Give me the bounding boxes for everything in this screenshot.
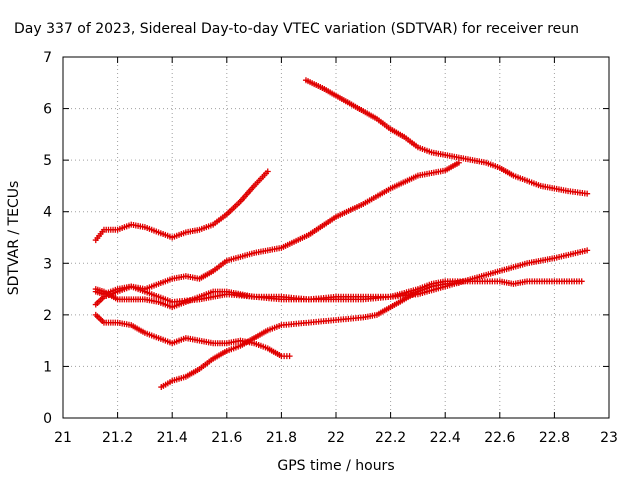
x-tick-label: 22 xyxy=(327,430,345,446)
x-tick-label: 22.6 xyxy=(484,430,515,446)
x-tick-label: 21.4 xyxy=(157,430,188,446)
series-track-f xyxy=(158,279,462,391)
series-track-g xyxy=(302,77,591,197)
x-tick-label: 22.4 xyxy=(430,430,461,446)
y-axis-label: SDTVAR / TECUs xyxy=(6,181,22,296)
y-tick-label: 5 xyxy=(43,153,52,169)
y-tick-label: 0 xyxy=(43,411,52,427)
x-tick-label: 23 xyxy=(600,430,618,446)
series-layer xyxy=(92,77,591,391)
y-tick-labels: 0 1 2 3 4 5 6 7 xyxy=(43,50,52,427)
y-tick-label: 6 xyxy=(43,102,52,118)
chart-title: Day 337 of 2023, Sidereal Day-to-day VTE… xyxy=(14,21,579,37)
data-point xyxy=(286,353,293,360)
x-tick-label: 22.8 xyxy=(539,430,570,446)
data-point xyxy=(264,168,271,175)
y-tick-label: 2 xyxy=(43,308,52,324)
y-tick-label: 3 xyxy=(43,256,52,272)
series-track-a xyxy=(92,168,271,244)
x-tick-label: 21 xyxy=(54,430,72,446)
x-tick-label: 21.8 xyxy=(266,430,297,446)
grid-layer xyxy=(63,57,609,418)
x-tick-labels: 21 21.2 21.4 21.6 21.8 22 22.2 22.4 22.6 22.8 23 xyxy=(54,430,618,446)
data-point xyxy=(455,159,462,166)
tick-layer xyxy=(62,56,610,419)
data-point xyxy=(584,190,591,197)
x-tick-label: 21.2 xyxy=(102,430,133,446)
x-tick-label: 22.2 xyxy=(375,430,406,446)
y-tick-label: 1 xyxy=(43,359,52,375)
y-tick-label: 4 xyxy=(43,205,52,221)
x-tick-label: 21.6 xyxy=(211,430,242,446)
x-axis-label: GPS time / hours xyxy=(277,458,394,474)
data-point xyxy=(578,278,585,285)
data-point xyxy=(584,247,591,254)
series-track-d xyxy=(92,311,293,360)
y-tick-label: 7 xyxy=(43,50,52,66)
series-track-b xyxy=(92,159,462,308)
data-point xyxy=(455,279,462,286)
series-track-c xyxy=(92,278,585,311)
